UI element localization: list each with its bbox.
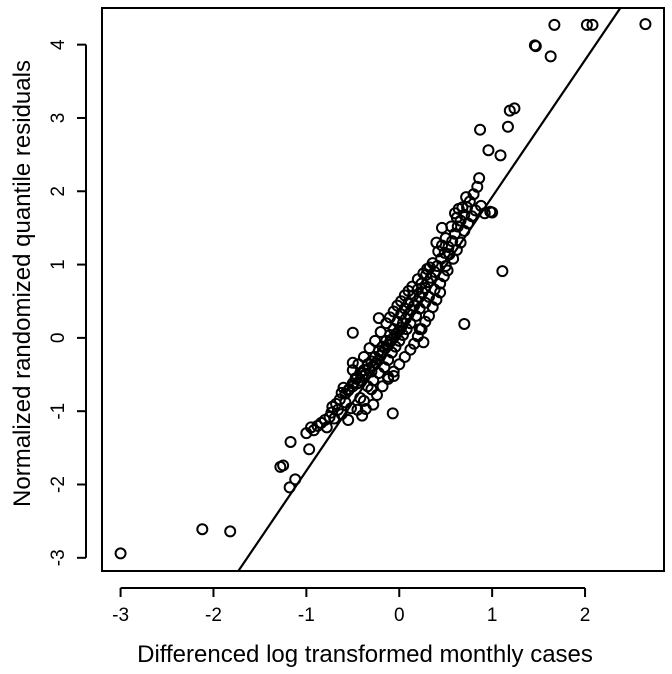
data-point xyxy=(303,443,316,456)
data-point xyxy=(374,326,387,339)
data-point xyxy=(406,280,419,293)
data-point xyxy=(400,323,413,336)
y-tick-label: -2 xyxy=(48,476,69,493)
data-point xyxy=(346,326,359,339)
data-point xyxy=(494,149,507,162)
data-point xyxy=(305,421,318,434)
y-tick-label: 1 xyxy=(48,259,69,270)
data-point xyxy=(196,523,209,536)
plot-frame xyxy=(101,7,665,572)
data-point xyxy=(283,481,296,494)
data-point xyxy=(580,18,593,31)
x-tick-label: -2 xyxy=(205,605,222,626)
data-point xyxy=(395,295,408,308)
data-point xyxy=(363,342,376,355)
data-point xyxy=(387,323,400,336)
data-point xyxy=(413,323,426,336)
x-tick-label: 2 xyxy=(580,605,591,626)
data-point xyxy=(586,18,599,31)
data-point xyxy=(473,172,486,185)
data-point xyxy=(357,350,370,363)
data-point xyxy=(393,334,406,347)
y-tick-label: 0 xyxy=(48,333,69,344)
data-point xyxy=(344,402,357,415)
data-point xyxy=(114,547,127,560)
x-axis-title: Differenced log transformed monthly case… xyxy=(137,641,593,668)
data-point xyxy=(346,364,359,377)
data-point xyxy=(460,191,473,204)
y-axis: -3 -2 -1 0 1 2 3 4 xyxy=(48,39,87,566)
data-point xyxy=(417,336,430,349)
y-tick-label: -3 xyxy=(48,549,69,566)
data-point xyxy=(289,473,302,486)
data-point xyxy=(284,435,297,448)
data-point xyxy=(544,50,557,63)
data-point xyxy=(335,408,348,421)
data-point xyxy=(478,207,491,220)
data-points xyxy=(114,18,652,560)
y-tick-label: 3 xyxy=(48,113,69,124)
data-point xyxy=(224,525,237,538)
data-point xyxy=(419,315,432,328)
data-point xyxy=(376,380,389,393)
y-axis-title: Normalized randomized quantile residuals xyxy=(9,60,36,507)
data-point xyxy=(439,260,452,273)
x-axis: -3 -2 -1 0 1 2 xyxy=(112,587,591,626)
x-tick-label: -1 xyxy=(298,605,315,626)
data-point xyxy=(435,221,448,234)
data-point xyxy=(311,419,324,432)
data-point xyxy=(372,312,385,325)
data-point xyxy=(486,206,499,219)
y-tick-label: 2 xyxy=(48,186,69,197)
data-point xyxy=(548,18,561,31)
data-point xyxy=(434,286,447,299)
data-point xyxy=(386,407,399,420)
data-point xyxy=(346,356,359,369)
data-point xyxy=(422,290,435,303)
data-point xyxy=(346,377,359,390)
data-point xyxy=(443,248,456,261)
x-tick-label: 0 xyxy=(394,605,405,626)
data-point xyxy=(383,311,396,324)
data-point xyxy=(356,409,369,422)
data-point xyxy=(454,236,467,249)
data-point xyxy=(326,400,339,413)
data-point xyxy=(482,144,495,157)
data-point xyxy=(508,102,521,115)
data-point xyxy=(387,370,400,382)
data-point xyxy=(369,334,382,347)
data-point xyxy=(421,262,434,275)
data-point xyxy=(639,18,652,31)
data-point xyxy=(367,398,380,411)
data-point xyxy=(382,370,395,383)
x-tick-label: -3 xyxy=(112,605,129,626)
data-point xyxy=(398,350,411,363)
data-point xyxy=(501,120,514,133)
x-tick-label: 1 xyxy=(487,605,498,626)
data-point xyxy=(274,460,287,473)
data-point xyxy=(430,236,443,249)
data-point xyxy=(529,40,542,53)
data-point xyxy=(452,202,465,215)
data-point xyxy=(404,317,417,330)
data-point xyxy=(380,334,393,347)
y-tick-label: 4 xyxy=(48,39,69,50)
data-point xyxy=(342,413,355,426)
data-point xyxy=(496,265,509,278)
data-point xyxy=(393,358,406,371)
y-tick-label: -1 xyxy=(48,403,69,420)
data-point xyxy=(458,317,471,330)
data-point xyxy=(474,123,487,136)
